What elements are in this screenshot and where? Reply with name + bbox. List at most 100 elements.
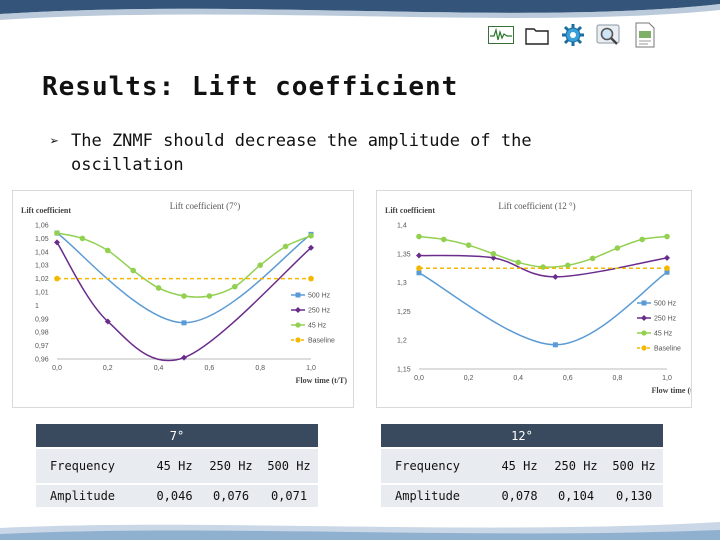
chart-lift-7deg: Lift coefficient (7°) Lift coefficient Flo… [12, 190, 354, 408]
data-point [181, 320, 187, 326]
magnifier-icon [596, 22, 622, 48]
table-cell: 0,046 [147, 483, 202, 507]
series-line [56, 232, 312, 298]
legend-label: 45 Hz [308, 323, 327, 330]
data-point [54, 275, 60, 282]
legend-marker [641, 300, 647, 306]
x-tick-label: 0,4 [513, 375, 523, 382]
waveform-icon [488, 22, 514, 48]
data-point [552, 342, 558, 348]
data-point [565, 262, 571, 269]
x-tick-label: 0,0 [52, 365, 62, 372]
legend-label: Baseline [308, 338, 335, 345]
chart-12deg-svg: Lift coefficient (12 °) Lift coefficient F… [385, 201, 691, 395]
data-point [308, 232, 314, 239]
y-axis-label: Lift coefficient [385, 206, 435, 215]
data-point [490, 251, 497, 257]
y-tick-label: 0,98 [35, 330, 49, 337]
table-header-12deg: 12° [381, 424, 663, 448]
x-tick-label: 0,2 [464, 375, 474, 382]
data-point [416, 233, 422, 240]
bullet-point: ➢ The ZNMF should decrease the amplitude… [50, 129, 650, 177]
data-point [155, 285, 162, 291]
y-tick-label: 1,2 [397, 338, 407, 345]
bottom-wave-decoration [0, 522, 720, 540]
legend-label: 45 Hz [654, 331, 673, 338]
document-icon [632, 22, 658, 48]
y-tick-label: 1,4 [397, 223, 407, 230]
table-cell: 250 Hz [547, 447, 605, 484]
y-tick-label: 1,15 [397, 367, 411, 374]
slide-title: Results: Lift coefficient [42, 72, 459, 102]
series-line [56, 242, 312, 362]
data-point [308, 275, 314, 282]
x-axis-label: Flow time (t/T) [295, 376, 347, 385]
y-tick-label: 1,06 [35, 223, 49, 230]
data-point [79, 235, 86, 242]
data-point [515, 259, 521, 266]
data-point [416, 252, 422, 259]
legend-label: 500 Hz [654, 301, 677, 308]
y-tick-label: 1,25 [397, 309, 411, 316]
data-point [181, 354, 187, 361]
gear-icon [560, 22, 586, 48]
legend-label: 250 Hz [654, 316, 677, 323]
data-point [614, 245, 621, 251]
y-tick-label: 1,05 [35, 236, 49, 243]
data-point [130, 267, 136, 274]
table-row: Frequency 45 Hz 250 Hz 500 Hz [381, 447, 663, 484]
data-point [104, 318, 111, 325]
y-tick-label: 1,03 [35, 263, 49, 270]
legend-label: 500 Hz [308, 293, 331, 300]
legend-marker [295, 337, 301, 343]
y-tick-label: 1 [35, 303, 39, 310]
chart-title: Lift coefficient (7°) [170, 201, 240, 211]
y-tick-label: 1,3 [397, 280, 407, 287]
data-point [181, 293, 187, 299]
data-point [206, 293, 213, 299]
data-point [282, 243, 289, 250]
table-cell: 45 Hz [492, 447, 547, 484]
data-point [552, 273, 559, 280]
x-axis-label: Flow time (t/T) [651, 386, 691, 395]
y-tick-label: 1,01 [35, 290, 49, 297]
table-cell: 45 Hz [147, 447, 202, 484]
data-point [490, 254, 497, 261]
chart-lift-12deg: Lift coefficient (12 °) Lift coefficient F… [376, 190, 692, 408]
x-tick-label: 0,6 [205, 365, 215, 372]
data-point [664, 265, 670, 271]
x-tick-label: 0,2 [103, 365, 113, 372]
data-point [416, 265, 422, 271]
folder-icon [524, 22, 550, 48]
table-cell: 0,078 [492, 483, 547, 507]
legend-label: 250 Hz [308, 308, 331, 315]
data-point [664, 233, 670, 240]
table-cell: 0,104 [547, 483, 605, 507]
series-line [418, 235, 668, 268]
data-point [664, 254, 670, 261]
table-cell: 0,076 [202, 483, 260, 507]
legend-marker [295, 307, 301, 313]
data-point [540, 264, 546, 270]
table-7deg: 7° Frequency 45 Hz 250 Hz 500 Hz Amplitu… [36, 424, 318, 507]
x-tick-label: 0,6 [563, 375, 573, 382]
legend-marker [295, 292, 301, 298]
data-point [257, 262, 263, 268]
data-point [308, 244, 314, 251]
y-tick-label: 0,99 [35, 316, 49, 323]
series-line [418, 271, 668, 346]
top-wave-decoration [0, 0, 720, 20]
table-row: Amplitude 0,078 0,104 0,130 [381, 483, 663, 507]
data-point [441, 236, 447, 243]
y-tick-label: 1,35 [397, 251, 411, 258]
data-point [465, 242, 472, 248]
y-tick-label: 1,02 [35, 276, 49, 283]
table-cell: Frequency [36, 447, 148, 484]
legend-marker [641, 345, 647, 351]
data-point [416, 270, 422, 276]
y-tick-label: 0,97 [35, 343, 49, 350]
data-point [54, 230, 60, 236]
y-tick-label: 1,04 [35, 249, 49, 256]
x-tick-label: 0,8 [613, 375, 623, 382]
x-tick-label: 1,0 [306, 365, 316, 372]
